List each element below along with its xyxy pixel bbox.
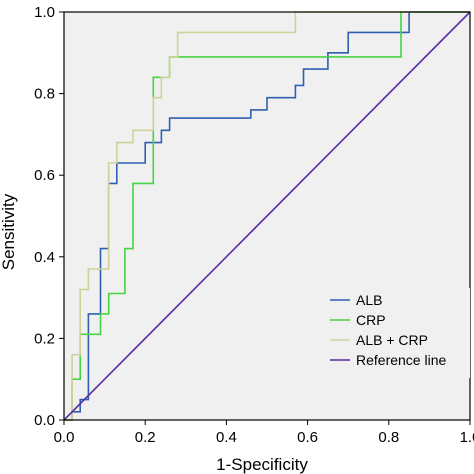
x-tick-label: 1.0 (460, 429, 474, 446)
series-line-reference-line (63, 11, 471, 421)
x-tick-label: 0.0 (54, 429, 75, 446)
x-tick-label: 0.4 (216, 429, 237, 446)
x-axis-ticks: 0.0 0.2 0.4 0.6 0.8 1.0 (54, 420, 474, 446)
x-tick-label: 0.2 (135, 429, 156, 446)
x-axis-title: 1-Specificity (216, 455, 308, 474)
legend-box (322, 288, 470, 378)
legend-label-reference-line: Reference line (356, 352, 446, 368)
y-axis-title: Sensitivity (0, 193, 18, 270)
y-tick-label: 0.0 (34, 412, 55, 429)
x-tick-label: 0.6 (297, 429, 318, 446)
y-tick-label: 1.0 (34, 4, 55, 21)
series-line-alb-crp (64, 11, 470, 421)
y-tick-label: 0.4 (34, 249, 55, 266)
y-tick-label: 0.2 (34, 330, 55, 347)
legend-label-alb: ALB (356, 292, 382, 308)
y-tick-label: 0.8 (34, 86, 55, 103)
series-line-alb (64, 11, 470, 421)
plot-frame (63, 11, 471, 421)
y-axis-ticks: 0.0 0.2 0.4 0.6 0.8 1.0 (34, 4, 64, 429)
legend-label-crp: CRP (356, 312, 386, 328)
y-tick-label: 0.6 (34, 167, 55, 184)
legend: ALB CRP ALB + CRP Reference line (322, 288, 470, 378)
x-tick-label: 0.8 (378, 429, 399, 446)
series-group (63, 11, 471, 421)
legend-label-alb-crp: ALB + CRP (356, 332, 428, 348)
